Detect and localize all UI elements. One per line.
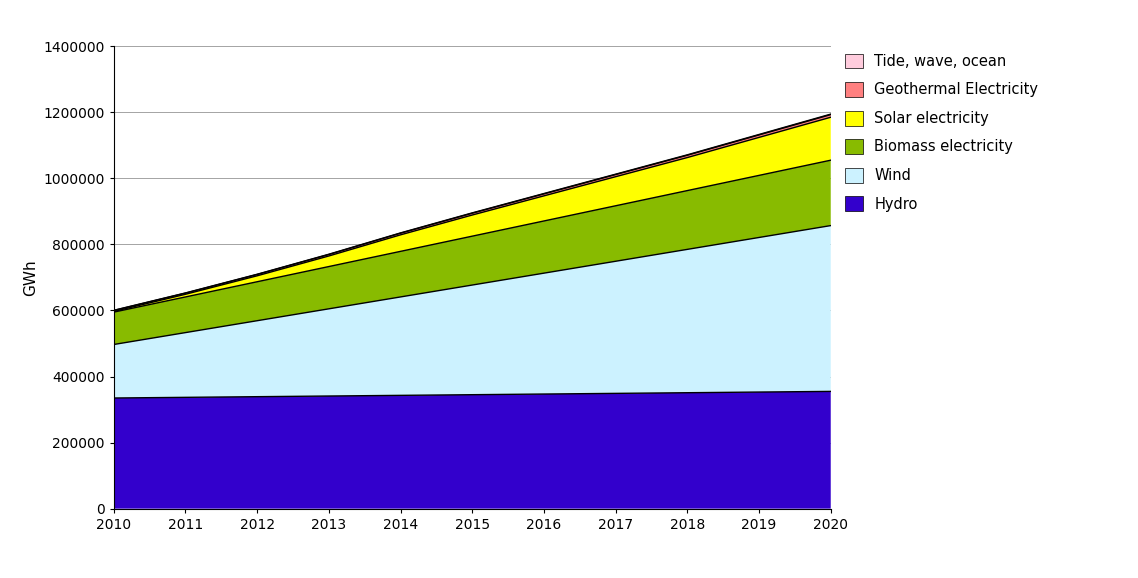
Y-axis label: GWh: GWh [23,259,38,296]
Legend: Tide, wave, ocean, Geothermal Electricity, Solar electricity, Biomass electricit: Tide, wave, ocean, Geothermal Electricit… [846,54,1038,212]
